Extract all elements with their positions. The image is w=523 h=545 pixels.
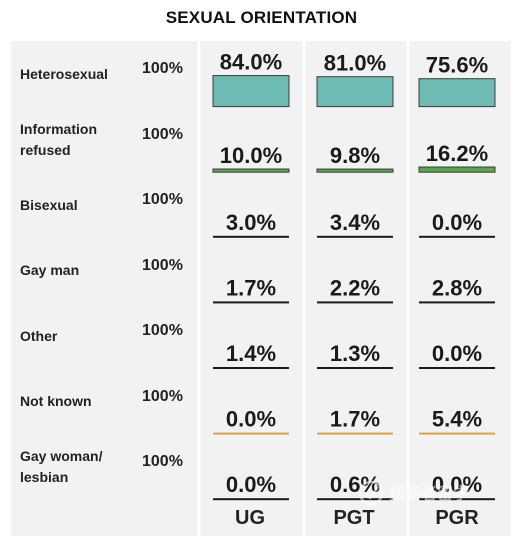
bar-gay-man-pgt <box>317 301 393 304</box>
row-label-gay-man: Gay man <box>20 262 80 278</box>
data-label-heterosexual-pgt: 81.0% <box>324 51 386 76</box>
data-label-bisexual-ug: 3.0% <box>226 210 276 235</box>
bar-heterosexual-pgr <box>418 78 496 108</box>
column-label-pgr: PGR <box>435 507 479 529</box>
row-total-gay-woman-lesbian: 100% <box>142 453 183 470</box>
row-total-information-refused: 100% <box>142 126 183 143</box>
row-label-not-known: Not known <box>20 393 92 409</box>
data-label-not-known-pgt: 1.7% <box>330 407 380 432</box>
data-label-information-refused-ug: 10.0% <box>220 143 282 168</box>
row-total-bisexual: 100% <box>142 191 183 208</box>
data-label-gay-man-pgr: 2.8% <box>432 275 482 300</box>
row-total-gay-man: 100% <box>142 257 183 274</box>
data-label-gay-woman-lesbian-pgr: 0.0% <box>432 472 482 497</box>
chart-panel: 84.0% 81.0% 75.6% 10.0% 9.8% 16.2% 3.0% 3.4% 0.0… <box>11 41 511 536</box>
data-label-gay-woman-lesbian-pgt: 0.6% <box>330 472 380 497</box>
bar-gay-man-ug <box>213 301 289 304</box>
bar-gay-man-pgr <box>419 301 495 304</box>
bar-other-ug <box>213 367 289 369</box>
bar-gay-woman-lesbian-pgr <box>419 498 495 501</box>
chart-svg: 84.0% 81.0% 75.6% 10.0% 9.8% 16.2% 3.0% 3.4% 0.0… <box>197 41 496 536</box>
bar-bisexual-pgt <box>317 235 393 238</box>
data-label-heterosexual-pgr: 75.6% <box>426 53 488 78</box>
data-label-information-refused-pgt: 9.8% <box>330 143 380 168</box>
bar-not-known-pgt <box>317 432 393 435</box>
row-total-not-known: 100% <box>142 388 183 405</box>
row-total-heterosexual: 100% <box>142 60 183 77</box>
row-label-other: Other <box>20 328 58 344</box>
data-label-information-refused-pgr: 16.2% <box>426 141 488 166</box>
data-label-bisexual-pgt: 3.4% <box>330 210 380 235</box>
row-label-gay-woman-lesbian: Gay woman/ lesbian <box>20 448 103 485</box>
data-label-not-known-pgr: 5.4% <box>432 407 482 432</box>
data-label-not-known-ug: 0.0% <box>226 407 276 432</box>
bar-information-refused-pgr <box>418 166 496 173</box>
bar-bisexual-ug <box>213 235 289 238</box>
row-label-information-refused: Information refused <box>20 121 97 158</box>
bar-other-pgt <box>317 367 393 369</box>
column-label-pgt: PGT <box>333 507 375 529</box>
bar-gay-woman-lesbian-pgt <box>317 498 393 501</box>
bar-not-known-pgr <box>419 432 495 435</box>
data-label-heterosexual-ug: 84.0% <box>220 50 282 75</box>
bar-not-known-ug <box>213 432 289 435</box>
data-label-other-pgr: 0.0% <box>432 341 482 366</box>
bar-bisexual-pgr <box>419 235 495 238</box>
bar-other-pgr <box>419 367 495 369</box>
bar-heterosexual-pgt <box>316 76 394 108</box>
data-label-other-pgt: 1.3% <box>330 341 380 366</box>
data-label-gay-man-pgt: 2.2% <box>330 275 380 300</box>
bar-information-refused-pgt <box>316 168 394 173</box>
bar-information-refused-ug <box>212 168 290 173</box>
data-label-other-ug: 1.4% <box>226 341 276 366</box>
data-label-gay-woman-lesbian-ug: 0.0% <box>226 472 276 497</box>
row-total-other: 100% <box>142 322 183 339</box>
data-label-bisexual-pgr: 0.0% <box>432 210 482 235</box>
bar-heterosexual-ug <box>212 75 290 108</box>
column-label-ug: UG <box>235 507 265 529</box>
chart-title: SEXUAL ORIENTATION <box>165 8 358 27</box>
bar-gay-woman-lesbian-ug <box>213 498 289 501</box>
row-label-bisexual: Bisexual <box>20 197 78 213</box>
row-label-heterosexual: Heterosexual <box>20 66 108 82</box>
data-label-gay-man-ug: 1.7% <box>226 275 276 300</box>
